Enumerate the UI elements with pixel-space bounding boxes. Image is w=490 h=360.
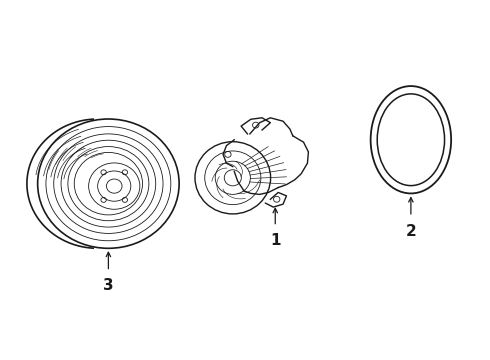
Text: 3: 3 (103, 278, 114, 293)
Text: 2: 2 (406, 224, 416, 239)
Text: 1: 1 (270, 233, 280, 248)
